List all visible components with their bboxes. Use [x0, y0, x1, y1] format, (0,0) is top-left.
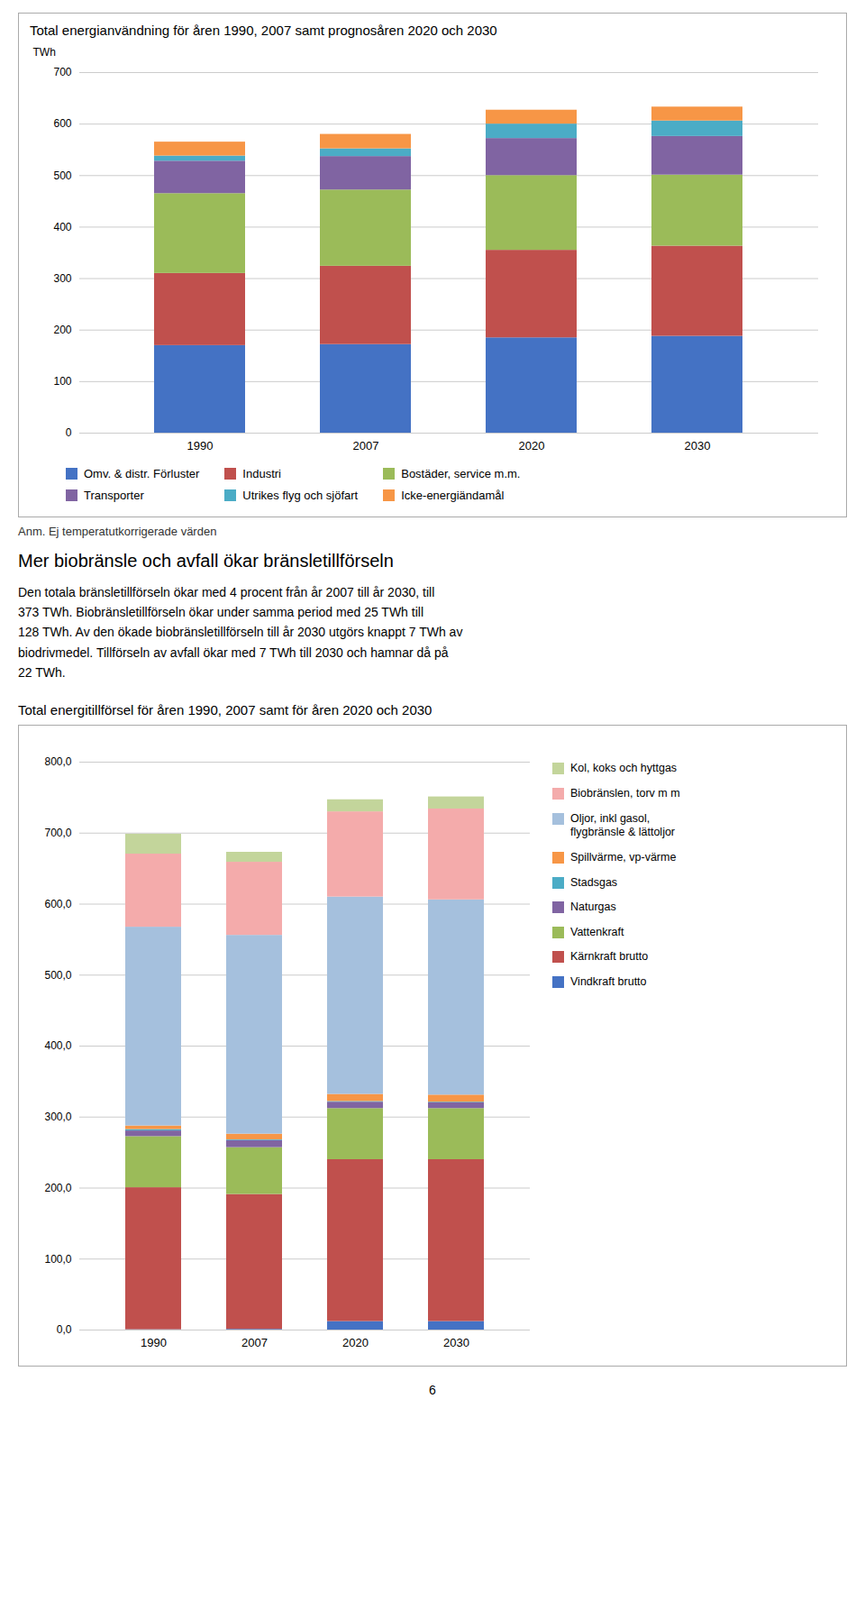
svg-text:2030: 2030	[443, 1335, 470, 1349]
html-text:Icke-energiändamål: Icke-energiändamål	[401, 488, 505, 503]
svg-text:700,0: 700,0	[44, 827, 72, 840]
html-text:Total energianvändning för åre: Total energianvändning för åren 1990, 20…	[29, 22, 498, 38]
svg-text:2020: 2020	[519, 438, 546, 453]
html-text:Omv. & distr. Förluster: Omv. & distr. Förluster	[83, 466, 200, 481]
svg-text:2020: 2020	[342, 1335, 369, 1349]
svg-text:0,0: 0,0	[56, 1323, 73, 1337]
svg-text:800,0: 800,0	[44, 755, 72, 769]
svg-text:300: 300	[53, 272, 72, 285]
html-text:Den totala bränsletillförseln: Den totala bränsletillförseln ökar med 4…	[18, 584, 463, 680]
html-text:Oljor, inkl gasol, flygbränsle: Oljor, inkl gasol, flygbränsle & lättolj…	[570, 811, 675, 839]
html-text:Biobränslen, torv m m: Biobränslen, torv m m	[570, 786, 680, 800]
svg-text:600,0: 600,0	[44, 897, 72, 911]
html-text:Kol, koks och hyttgas: Kol, koks och hyttgas	[570, 761, 677, 775]
svg-text:1990: 1990	[187, 438, 214, 453]
svg-text:100: 100	[53, 374, 72, 388]
svg-text:200,0: 200,0	[44, 1181, 72, 1194]
html-text:Stadsgas: Stadsgas	[570, 875, 618, 889]
html-text:Spillvärme, vp-värme: Spillvärme, vp-värme	[570, 850, 677, 864]
svg-text:2030: 2030	[684, 438, 711, 453]
svg-text:500,0: 500,0	[44, 968, 72, 982]
svg-text:2007: 2007	[241, 1335, 268, 1349]
svg-text:600: 600	[53, 117, 72, 130]
html-text:Bostäder, service m.m.: Bostäder, service m.m.	[401, 466, 521, 481]
html-text:6: 6	[428, 1382, 437, 1398]
html-text:Kärnkraft brutto: Kärnkraft brutto	[570, 950, 649, 963]
html-text:Naturgas: Naturgas	[570, 900, 617, 913]
html-text:Utrikes flyg och sjöfart: Utrikes flyg och sjöfart	[242, 488, 358, 503]
svg-text:100,0: 100,0	[44, 1252, 72, 1266]
svg-text:400: 400	[53, 220, 72, 234]
html-text:Vattenkraft: Vattenkraft	[570, 925, 624, 938]
svg-text:700: 700	[53, 65, 72, 79]
svg-text:1990: 1990	[140, 1335, 167, 1349]
html-text:Vindkraft brutto: Vindkraft brutto	[570, 975, 647, 988]
html-text:Industri: Industri	[242, 466, 282, 481]
html-text:Anm. Ej temperatutkorrigerade: Anm. Ej temperatutkorrigerade värden	[18, 523, 217, 538]
html-text:Total energitillförsel för åre: Total energitillförsel för åren 1990, 20…	[18, 702, 433, 718]
html-text:Transporter: Transporter	[83, 488, 144, 503]
svg-text:TWh: TWh	[33, 45, 56, 59]
svg-text:200: 200	[53, 323, 72, 337]
svg-text:2007: 2007	[353, 438, 380, 453]
svg-text:300,0: 300,0	[44, 1110, 72, 1124]
html-text:Mer biobränsle och avfall ökar: Mer biobränsle och avfall ökar bränsleti…	[18, 550, 394, 570]
svg-text:400,0: 400,0	[44, 1039, 72, 1053]
svg-text:500: 500	[53, 169, 72, 183]
svg-text:0: 0	[65, 426, 73, 439]
